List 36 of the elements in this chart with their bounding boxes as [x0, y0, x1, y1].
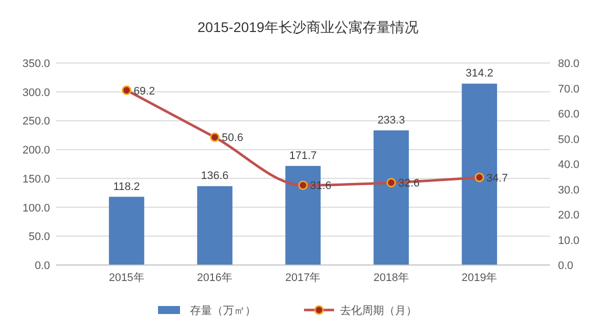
data-label: 118.2	[113, 180, 140, 193]
y2-tick-label: 80.0	[558, 58, 580, 70]
x-tick-label: 2019年	[462, 272, 498, 284]
x-tick-label: 2015年	[108, 272, 144, 284]
chart-title: 2015-2019年长沙商业公寓存量情况	[198, 19, 418, 35]
y2-tick-label: 20.0	[558, 210, 580, 222]
y2-tick-label: 70.0	[558, 83, 580, 96]
y-tick-label: 350.0	[22, 58, 50, 70]
data-label: 314.2	[466, 68, 494, 80]
data-label: 233.3	[377, 114, 405, 126]
y-tick-label: 200.0	[22, 144, 50, 157]
data-label: 171.7	[289, 150, 317, 162]
x-tick-label: 2017年	[285, 272, 321, 284]
x-tick-label: 2018年	[373, 272, 409, 284]
bar	[197, 186, 232, 265]
y2-tick-label: 50.0	[558, 134, 580, 146]
data-label: 136.6	[201, 170, 229, 182]
legend-label: 存量（万㎡）	[190, 305, 256, 317]
x-tick-label: 2016年	[197, 272, 233, 284]
legend-label: 去化周期（月）	[340, 304, 417, 317]
y2-tick-label: 40.0	[558, 159, 580, 171]
bar	[108, 196, 144, 265]
y-tick-label: 0.0	[34, 260, 50, 272]
data-label: 69.2	[134, 85, 155, 98]
y-tick-label: 50.0	[28, 231, 50, 244]
y2-tick-label: 0.0	[558, 260, 574, 272]
data-label: 31.6	[310, 180, 332, 192]
y2-tick-label: 60.0	[558, 108, 580, 120]
y-tick-label: 300.0	[22, 86, 50, 99]
y-tick-label: 150.0	[22, 173, 50, 186]
data-label: 50.6	[222, 132, 244, 144]
data-label: 32.6	[398, 178, 420, 190]
y-tick-label: 250.0	[22, 116, 50, 128]
y2-tick-label: 10.0	[558, 234, 580, 247]
y2-tick-label: 30.0	[558, 184, 580, 196]
y-tick-label: 100.0	[22, 202, 50, 214]
